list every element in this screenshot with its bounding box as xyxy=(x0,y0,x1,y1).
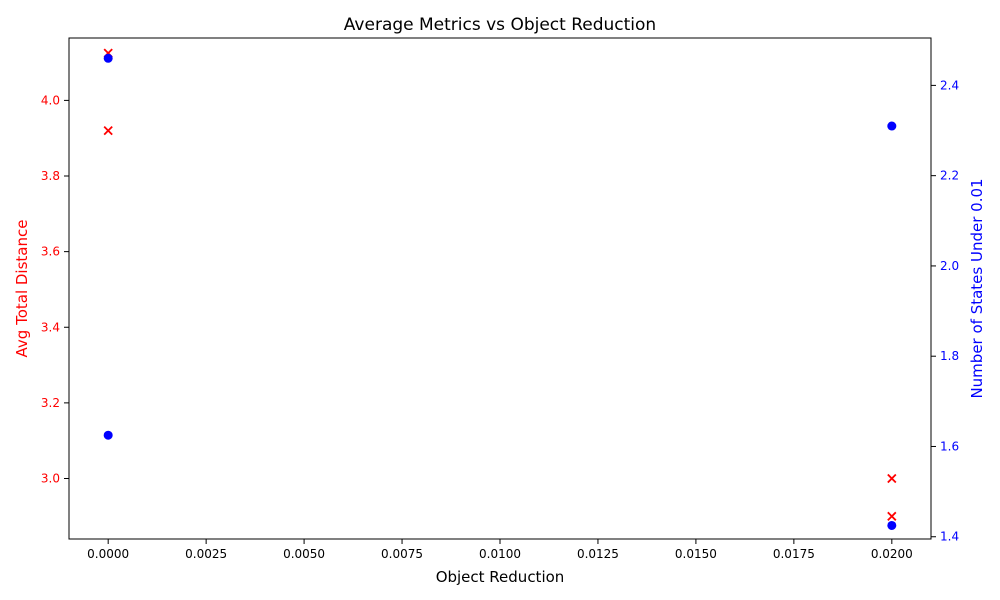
right-y-tick-label: 2.2 xyxy=(940,169,959,183)
x-tick-label: 0.0075 xyxy=(381,547,423,561)
left-y-tick-label: 3.8 xyxy=(41,169,60,183)
plot-frame xyxy=(68,37,932,540)
x-axis-ticks: 0.0000 0.0025 0.0050 0.0075 0.0100 0.0125 0.01… xyxy=(87,539,913,561)
right-y-tick-label: 2.4 xyxy=(940,78,959,92)
x-tick-label: 0.0050 xyxy=(283,547,325,561)
left-axis-x-marker xyxy=(887,473,897,484)
right-y-axis-label: Number of States Under 0.01 xyxy=(968,178,986,398)
left-y-axis-label: Avg Total Distance xyxy=(13,220,31,358)
left-y-tick-label: 3.0 xyxy=(41,472,60,486)
right-y-tick-label: 1.4 xyxy=(940,530,959,544)
right-axis-dot-marker xyxy=(103,430,113,440)
chart-title: Average Metrics vs Object Reduction xyxy=(344,15,656,35)
x-tick-label: 0.0125 xyxy=(577,547,619,561)
x-axis-label: Object Reduction xyxy=(436,568,565,586)
right-axis-dot-marker xyxy=(887,121,897,131)
right-y-tick-label: 1.6 xyxy=(940,439,959,453)
x-tick-label: 0.0200 xyxy=(871,547,913,561)
left-y-tick-label: 3.6 xyxy=(41,245,60,259)
x-tick-label: 0.0000 xyxy=(87,547,129,561)
left-y-tick-label: 3.2 xyxy=(41,396,60,410)
left-axis-x-marker xyxy=(887,511,897,521)
right-y-tick-label: 2.0 xyxy=(940,259,959,273)
left-y-tick-label: 3.4 xyxy=(41,320,60,334)
left-y-tick-label: 4.0 xyxy=(41,93,60,107)
x-tick-label: 0.0150 xyxy=(675,547,717,561)
right-axis-dot-marker xyxy=(887,520,897,530)
x-tick-label: 0.0100 xyxy=(479,547,521,561)
left-axis-x-marker xyxy=(103,126,113,136)
left-y-axis-ticks: 3.0 3.2 3.4 3.6 3.8 4.0 xyxy=(41,93,69,486)
right-y-axis-ticks: 1.4 1.6 1.8 2.0 2.2 2.4 xyxy=(931,78,959,544)
scatter-marks xyxy=(103,48,897,530)
right-y-tick-label: 1.8 xyxy=(940,349,959,363)
x-tick-label: 0.0175 xyxy=(773,547,815,561)
right-axis-dot-marker xyxy=(103,53,113,63)
x-tick-label: 0.0025 xyxy=(185,547,227,561)
